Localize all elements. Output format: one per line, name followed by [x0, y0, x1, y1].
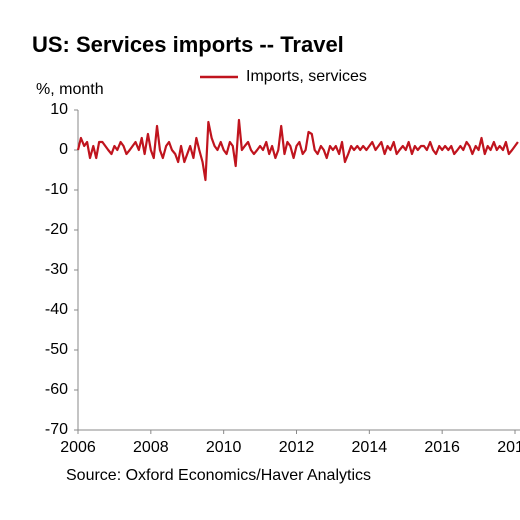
data-line: [76, 118, 519, 182]
chart-title: US: Services imports -- Travel: [32, 32, 344, 57]
x-tick-label: 2018: [497, 439, 520, 456]
y-tick-label: 0: [59, 141, 68, 158]
x-tick-label: 2006: [60, 439, 96, 456]
y-tick-label: -70: [45, 421, 68, 438]
x-tick-label: 2010: [206, 439, 242, 456]
x-tick-label: 2014: [352, 439, 388, 456]
y-tick-label: -60: [45, 381, 68, 398]
x-tick-label: 2008: [133, 439, 169, 456]
y-tick-label: 10: [50, 101, 68, 118]
y-tick-label: -10: [45, 181, 68, 198]
y-axis-label: %, month: [36, 81, 104, 98]
y-tick-label: -30: [45, 261, 68, 278]
y-tick-label: -40: [45, 301, 68, 318]
x-tick-label: 2016: [424, 439, 460, 456]
legend-label: Imports, services: [246, 68, 367, 85]
y-tick-label: -20: [45, 221, 68, 238]
x-tick-label: 2012: [279, 439, 315, 456]
y-tick-label: -50: [45, 341, 68, 358]
source-note: Source: Oxford Economics/Haver Analytics: [66, 467, 371, 484]
